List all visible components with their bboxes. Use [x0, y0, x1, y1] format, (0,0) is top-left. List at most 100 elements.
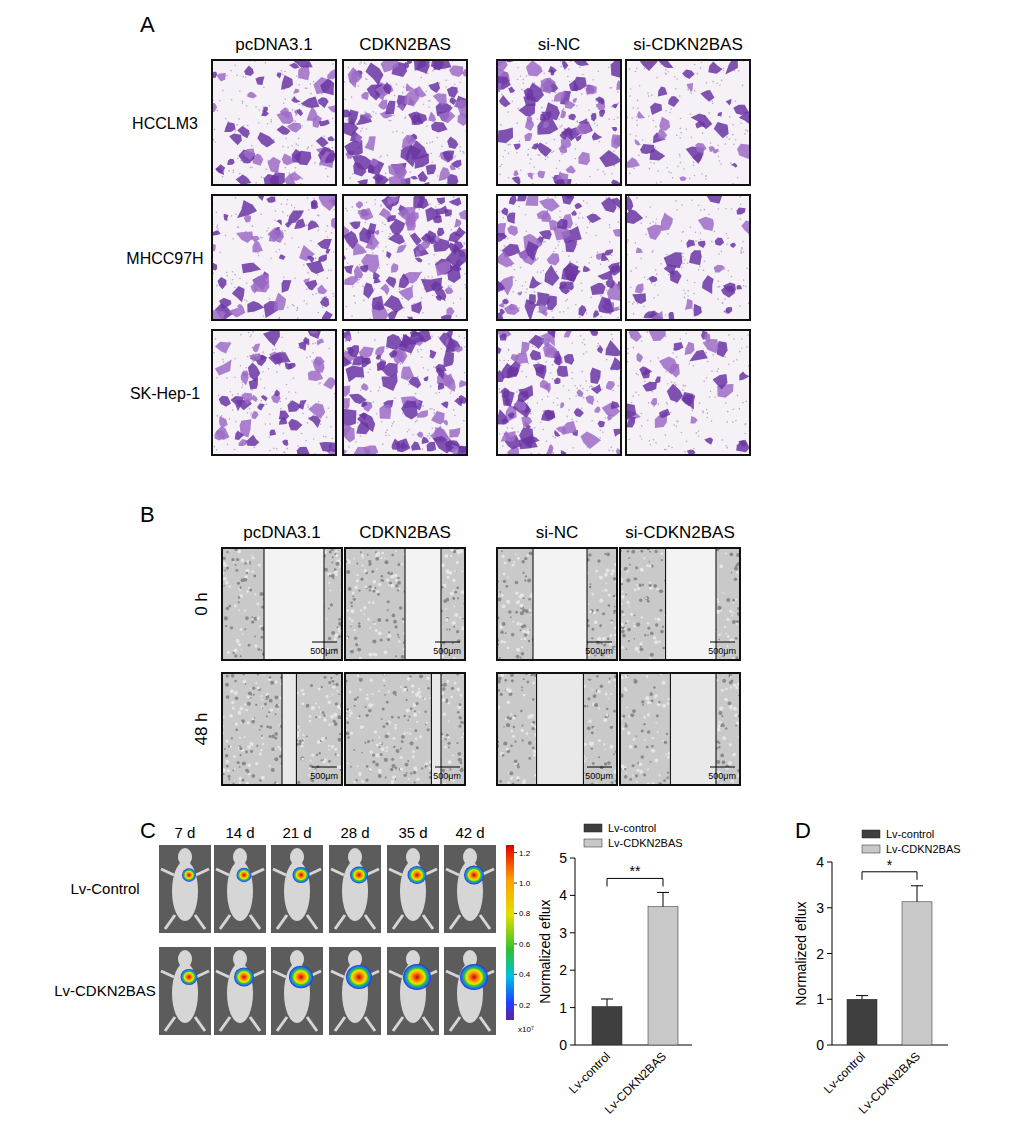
- pore: [422, 448, 424, 450]
- pore: [597, 252, 599, 254]
- cell: [361, 92, 368, 100]
- pore: [377, 246, 379, 248]
- cell: [737, 208, 746, 215]
- pore: [262, 371, 264, 373]
- pore: [403, 307, 405, 309]
- pore: [270, 121, 272, 123]
- pore: [722, 302, 724, 304]
- pore: [515, 280, 517, 282]
- pore: [428, 106, 430, 108]
- pore: [721, 79, 723, 81]
- cell: [289, 63, 300, 69]
- pore: [215, 338, 217, 340]
- pore: [269, 423, 271, 425]
- pore: [656, 77, 658, 79]
- pore: [705, 175, 707, 177]
- cell: [317, 338, 324, 345]
- cell: [695, 143, 707, 153]
- pore: [726, 243, 728, 245]
- pore: [295, 143, 297, 145]
- pore: [328, 270, 330, 272]
- pore: [267, 123, 269, 125]
- cell: [239, 439, 247, 446]
- pore: [647, 279, 649, 281]
- pore: [317, 230, 319, 232]
- pore: [262, 351, 264, 353]
- pore: [637, 100, 639, 102]
- pore: [456, 315, 458, 317]
- pore: [630, 133, 632, 135]
- pore: [214, 446, 216, 448]
- pore: [429, 438, 431, 440]
- pore: [630, 270, 632, 272]
- pore: [652, 221, 654, 223]
- image-frame: [212, 195, 336, 320]
- cell: [664, 252, 683, 268]
- cell: [410, 233, 422, 246]
- cell: [601, 197, 617, 213]
- cell: [428, 82, 440, 94]
- pore: [315, 293, 317, 295]
- pore: [216, 415, 218, 417]
- column-label: pcDNA3.1: [235, 35, 312, 54]
- pore: [464, 244, 466, 246]
- pore: [705, 178, 707, 180]
- cell: [418, 171, 428, 182]
- cell: [322, 311, 333, 320]
- pore: [428, 100, 430, 102]
- pore: [392, 131, 394, 133]
- pore: [273, 139, 275, 141]
- pore: [453, 196, 455, 198]
- cell: [568, 114, 576, 121]
- pore: [400, 363, 402, 365]
- pore: [518, 307, 520, 309]
- cell: [261, 395, 268, 401]
- pore: [372, 252, 374, 254]
- cell: [219, 298, 231, 309]
- cell: [381, 60, 399, 73]
- cell: [375, 174, 389, 185]
- pore: [684, 259, 686, 261]
- cell: [450, 165, 457, 171]
- pore: [333, 296, 335, 298]
- pore: [633, 168, 635, 170]
- cell: [604, 249, 614, 255]
- pore: [394, 398, 396, 400]
- cell: [606, 279, 615, 289]
- pore: [687, 263, 689, 265]
- pore: [517, 108, 519, 110]
- pore: [425, 91, 427, 93]
- pore: [374, 339, 376, 341]
- pore: [576, 120, 578, 122]
- pore: [351, 315, 353, 317]
- cell: [241, 393, 252, 405]
- cell: [417, 196, 429, 209]
- cell: [378, 100, 387, 110]
- image-frame: [343, 195, 467, 320]
- pore: [720, 163, 722, 165]
- pore: [726, 233, 728, 235]
- cell: [308, 371, 323, 381]
- pore: [384, 224, 386, 226]
- pore: [665, 314, 667, 316]
- pore: [698, 269, 700, 271]
- pore: [595, 235, 597, 237]
- pore: [344, 81, 346, 83]
- pore: [732, 124, 734, 126]
- pore: [416, 420, 418, 422]
- cell: [380, 283, 389, 295]
- pore: [450, 392, 452, 394]
- pore: [668, 171, 670, 173]
- pore: [247, 412, 249, 414]
- cell: [291, 97, 301, 103]
- pore: [246, 105, 248, 107]
- pore: [740, 203, 742, 205]
- pore: [396, 83, 398, 85]
- pore: [613, 119, 615, 121]
- pore: [700, 238, 702, 240]
- pore: [526, 288, 528, 290]
- transwell-image: [497, 195, 621, 320]
- pore: [517, 79, 519, 81]
- pore: [737, 177, 739, 179]
- pore: [261, 237, 263, 239]
